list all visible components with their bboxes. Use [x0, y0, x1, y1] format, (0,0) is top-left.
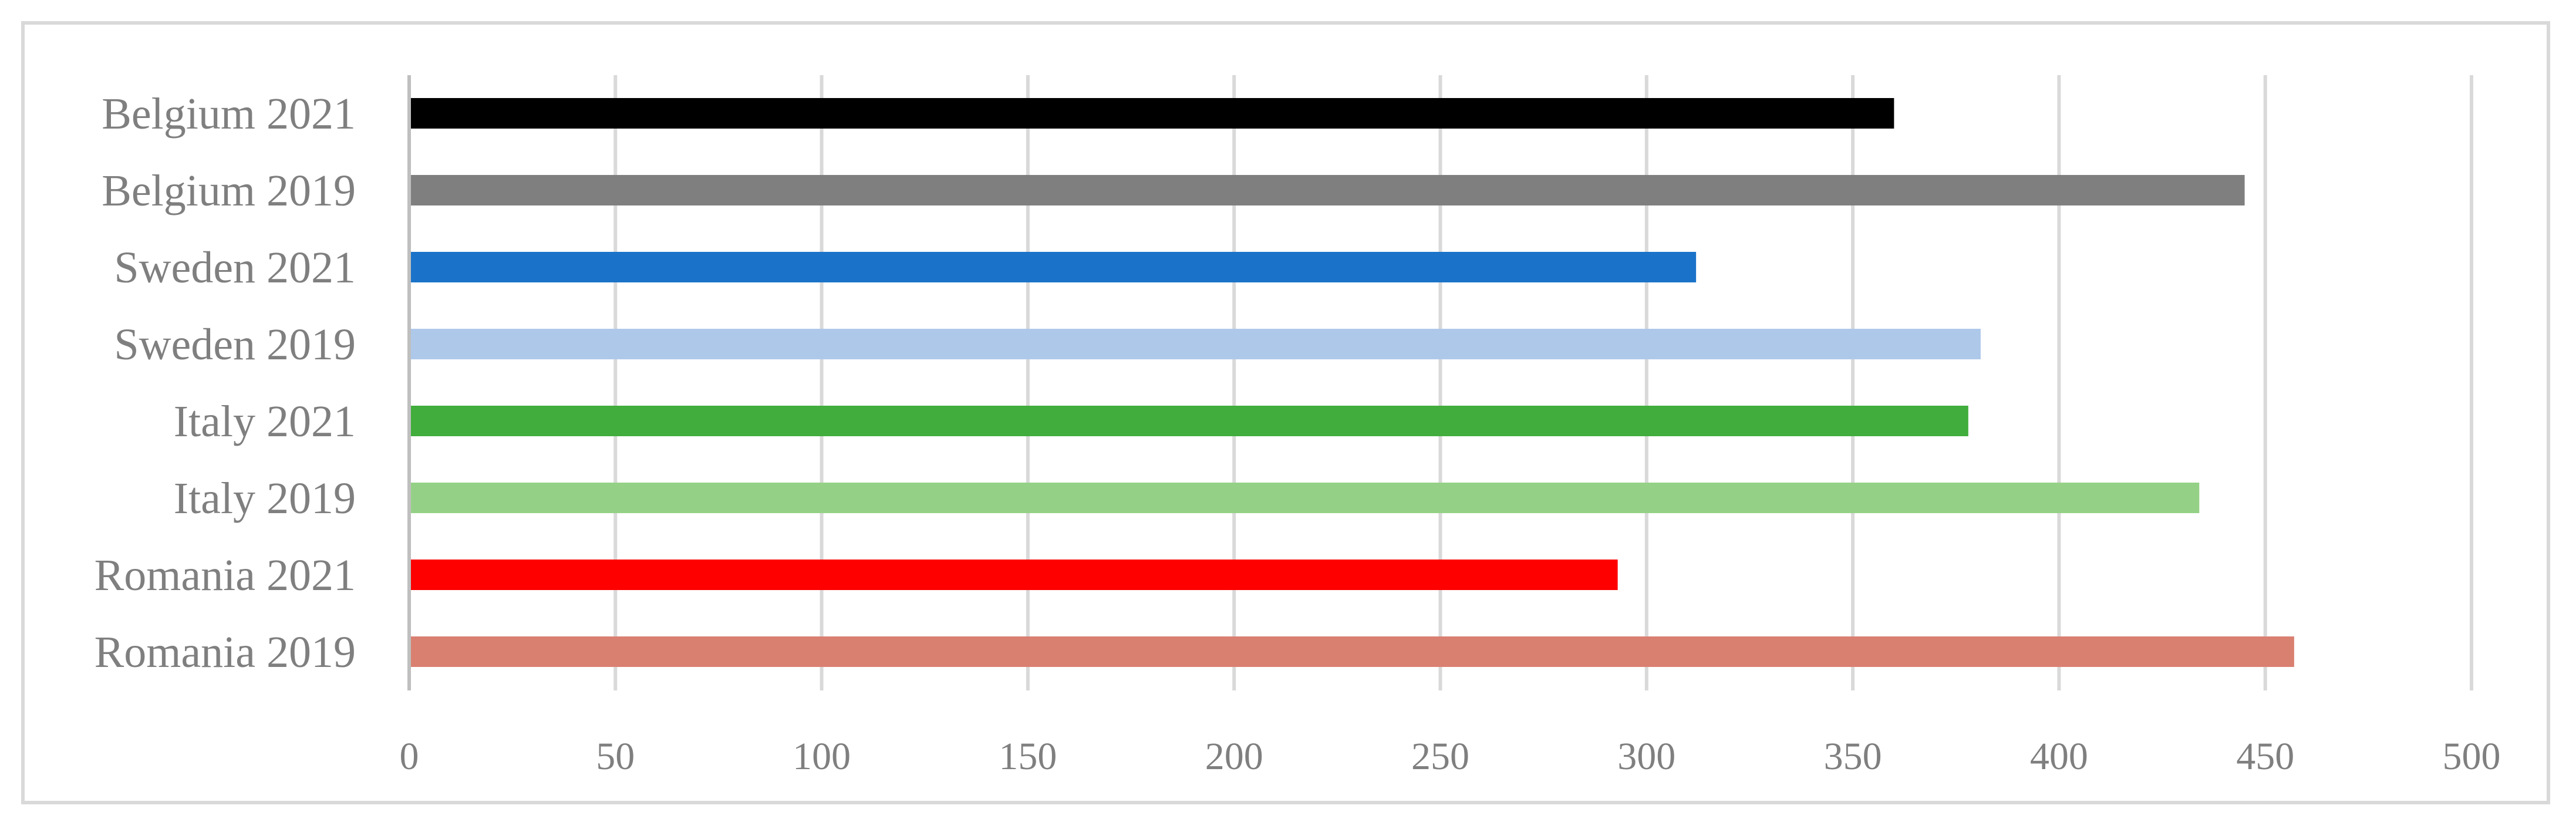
category-label: Romania 2019 [95, 628, 356, 677]
x-tick-label: 200 [1205, 735, 1263, 778]
bar [411, 483, 2200, 513]
bar [411, 175, 2245, 205]
x-axis-tick-labels: 0 50 100 150 200 250 300 350 400 450 500 [400, 735, 2501, 778]
x-tick-label: 100 [793, 735, 851, 778]
gridlines [407, 75, 2473, 690]
bar [411, 636, 2294, 667]
bar [411, 406, 1968, 436]
x-tick-label: 450 [2236, 735, 2294, 778]
category-label: Sweden 2021 [114, 243, 356, 292]
bar [411, 98, 1894, 129]
bar [411, 329, 1981, 359]
x-tick-label: 500 [2443, 735, 2501, 778]
category-labels: Belgium 2021 Belgium 2019 Sweden 2021 Swede… [95, 89, 356, 677]
bar [411, 252, 1697, 282]
x-tick-label: 150 [999, 735, 1057, 778]
category-label: Belgium 2021 [102, 89, 356, 139]
x-tick-label: 50 [596, 735, 635, 778]
category-label: Italy 2019 [174, 474, 356, 523]
category-label: Belgium 2019 [102, 166, 356, 215]
x-tick-label: 0 [400, 735, 419, 778]
x-tick-label: 400 [2030, 735, 2088, 778]
x-tick-label: 250 [1411, 735, 1469, 778]
bars [411, 98, 2294, 667]
bar [411, 560, 1618, 590]
category-label: Italy 2021 [174, 397, 356, 446]
category-label: Sweden 2019 [114, 320, 356, 369]
x-tick-label: 350 [1824, 735, 1882, 778]
category-label: Romania 2021 [95, 551, 356, 600]
x-tick-label: 300 [1617, 735, 1675, 778]
